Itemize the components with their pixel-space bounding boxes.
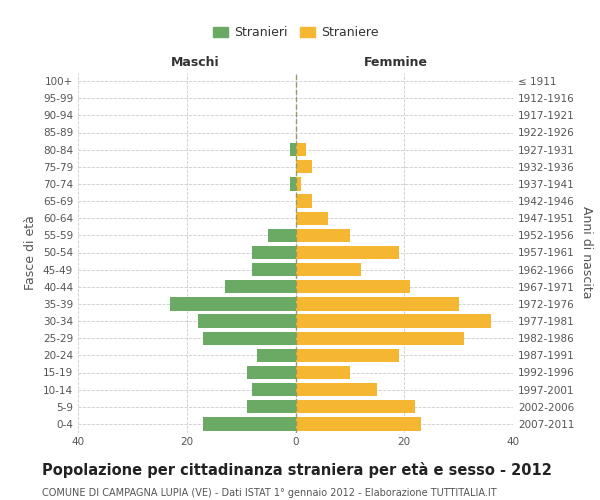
Bar xyxy=(296,263,361,276)
Bar xyxy=(296,297,458,310)
Y-axis label: Fasce di età: Fasce di età xyxy=(25,215,37,290)
Text: COMUNE DI CAMPAGNA LUPIA (VE) - Dati ISTAT 1° gennaio 2012 - Elaborazione TUTTIT: COMUNE DI CAMPAGNA LUPIA (VE) - Dati IST… xyxy=(42,488,497,498)
Bar xyxy=(252,263,296,276)
Bar xyxy=(203,417,296,430)
Bar xyxy=(296,246,399,259)
Y-axis label: Anni di nascita: Anni di nascita xyxy=(580,206,593,298)
Bar xyxy=(252,383,296,396)
Legend: Stranieri, Straniere: Stranieri, Straniere xyxy=(208,21,383,44)
Bar xyxy=(290,177,296,190)
Bar xyxy=(296,212,328,225)
Bar xyxy=(296,400,415,413)
Bar xyxy=(268,228,296,242)
Bar xyxy=(296,417,421,430)
Bar xyxy=(296,280,410,293)
Bar xyxy=(257,348,296,362)
Bar xyxy=(296,160,312,173)
Bar xyxy=(247,366,296,379)
Bar xyxy=(290,143,296,156)
Bar xyxy=(203,332,296,345)
Bar xyxy=(296,228,350,242)
Bar xyxy=(296,332,464,345)
Text: Maschi: Maschi xyxy=(171,56,220,69)
Bar xyxy=(296,366,350,379)
Bar xyxy=(296,194,312,208)
Bar xyxy=(296,348,399,362)
Bar xyxy=(252,246,296,259)
Bar xyxy=(296,143,307,156)
Bar xyxy=(296,314,491,328)
Text: Femmine: Femmine xyxy=(364,56,428,69)
Bar xyxy=(197,314,296,328)
Bar xyxy=(247,400,296,413)
Bar xyxy=(296,177,301,190)
Bar xyxy=(225,280,296,293)
Text: Popolazione per cittadinanza straniera per età e sesso - 2012: Popolazione per cittadinanza straniera p… xyxy=(42,462,552,478)
Bar xyxy=(296,383,377,396)
Bar xyxy=(170,297,296,310)
